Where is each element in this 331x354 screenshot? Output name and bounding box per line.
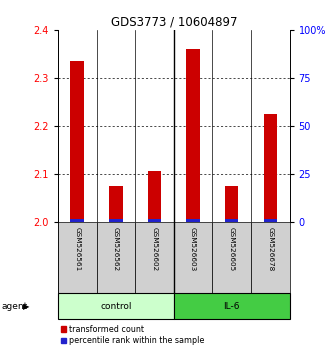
Bar bbox=[174, 222, 213, 293]
Text: IL-6: IL-6 bbox=[223, 302, 240, 311]
Bar bbox=[213, 222, 251, 293]
Bar bbox=[58, 293, 174, 319]
Bar bbox=[174, 293, 290, 319]
Bar bbox=[109, 219, 122, 222]
Bar bbox=[97, 222, 135, 293]
Legend: transformed count, percentile rank within the sample: transformed count, percentile rank withi… bbox=[57, 322, 208, 349]
Text: agent: agent bbox=[2, 302, 28, 311]
Bar bbox=[135, 222, 174, 293]
Text: GSM526605: GSM526605 bbox=[229, 227, 235, 272]
Bar bbox=[58, 222, 97, 293]
Bar bbox=[71, 61, 84, 222]
Text: GSM526602: GSM526602 bbox=[152, 227, 158, 272]
Bar bbox=[225, 186, 238, 222]
Bar bbox=[148, 219, 161, 222]
Text: ▶: ▶ bbox=[23, 302, 29, 311]
Text: control: control bbox=[100, 302, 132, 311]
Title: GDS3773 / 10604897: GDS3773 / 10604897 bbox=[111, 16, 237, 29]
Bar bbox=[263, 219, 277, 222]
Text: GSM526561: GSM526561 bbox=[74, 227, 80, 272]
Bar bbox=[71, 219, 84, 222]
Bar bbox=[148, 171, 161, 222]
Bar bbox=[263, 114, 277, 222]
Bar bbox=[186, 219, 200, 222]
Bar bbox=[251, 222, 290, 293]
Bar bbox=[186, 49, 200, 222]
Text: GSM526562: GSM526562 bbox=[113, 227, 119, 272]
Text: GSM526603: GSM526603 bbox=[190, 227, 196, 272]
Text: GSM526678: GSM526678 bbox=[267, 227, 273, 272]
Bar bbox=[225, 219, 238, 222]
Bar bbox=[109, 186, 122, 222]
